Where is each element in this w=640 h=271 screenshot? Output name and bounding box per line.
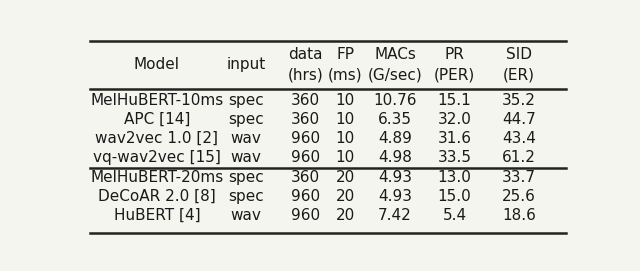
Text: 4.98: 4.98 <box>378 150 412 166</box>
Text: spec: spec <box>228 189 264 204</box>
Text: 10: 10 <box>336 93 355 108</box>
Text: 33.5: 33.5 <box>438 150 472 166</box>
Text: 33.7: 33.7 <box>502 170 536 185</box>
Text: 13.0: 13.0 <box>438 170 472 185</box>
Text: 20: 20 <box>336 189 355 204</box>
Text: Model: Model <box>134 57 180 72</box>
Text: data: data <box>289 47 323 62</box>
Text: spec: spec <box>228 93 264 108</box>
Text: 15.0: 15.0 <box>438 189 471 204</box>
Text: FP: FP <box>337 47 355 62</box>
Text: MelHuBERT-10ms: MelHuBERT-10ms <box>90 93 223 108</box>
Text: PR: PR <box>445 47 465 62</box>
Text: (ms): (ms) <box>328 68 363 83</box>
Text: SID: SID <box>506 47 532 62</box>
Text: MACs: MACs <box>374 47 416 62</box>
Text: 61.2: 61.2 <box>502 150 536 166</box>
Text: HuBERT [4]: HuBERT [4] <box>113 208 200 223</box>
Text: vq-wav2vec [15]: vq-wav2vec [15] <box>93 150 221 166</box>
Text: 18.6: 18.6 <box>502 208 536 223</box>
Text: (ER): (ER) <box>503 68 535 83</box>
Text: 6.35: 6.35 <box>378 112 412 127</box>
Text: 43.4: 43.4 <box>502 131 536 146</box>
Text: 10: 10 <box>336 131 355 146</box>
Text: 960: 960 <box>291 150 320 166</box>
Text: 960: 960 <box>291 131 320 146</box>
Text: (hrs): (hrs) <box>288 68 324 83</box>
Text: 31.6: 31.6 <box>438 131 472 146</box>
Text: 32.0: 32.0 <box>438 112 472 127</box>
Text: 15.1: 15.1 <box>438 93 471 108</box>
Text: 7.42: 7.42 <box>378 208 412 223</box>
Text: 10: 10 <box>336 112 355 127</box>
Text: (G/sec): (G/sec) <box>367 68 422 83</box>
Text: MelHuBERT-20ms: MelHuBERT-20ms <box>90 170 223 185</box>
Text: 360: 360 <box>291 170 320 185</box>
Text: APC [14]: APC [14] <box>124 112 190 127</box>
Text: 5.4: 5.4 <box>442 208 467 223</box>
Text: spec: spec <box>228 112 264 127</box>
Text: 360: 360 <box>291 112 320 127</box>
Text: (PER): (PER) <box>434 68 475 83</box>
Text: 20: 20 <box>336 170 355 185</box>
Text: input: input <box>227 57 266 72</box>
Text: 20: 20 <box>336 208 355 223</box>
Text: wav: wav <box>231 131 262 146</box>
Text: 960: 960 <box>291 208 320 223</box>
Text: spec: spec <box>228 170 264 185</box>
Text: wav2vec 1.0 [2]: wav2vec 1.0 [2] <box>95 131 218 146</box>
Text: 35.2: 35.2 <box>502 93 536 108</box>
Text: wav: wav <box>231 208 262 223</box>
Text: wav: wav <box>231 150 262 166</box>
Text: 44.7: 44.7 <box>502 112 536 127</box>
Text: 10.76: 10.76 <box>373 93 417 108</box>
Text: 360: 360 <box>291 93 320 108</box>
Text: 4.89: 4.89 <box>378 131 412 146</box>
Text: DeCoAR 2.0 [8]: DeCoAR 2.0 [8] <box>98 189 216 204</box>
Text: 4.93: 4.93 <box>378 170 412 185</box>
Text: 25.6: 25.6 <box>502 189 536 204</box>
Text: 4.93: 4.93 <box>378 189 412 204</box>
Text: 960: 960 <box>291 189 320 204</box>
Text: 10: 10 <box>336 150 355 166</box>
